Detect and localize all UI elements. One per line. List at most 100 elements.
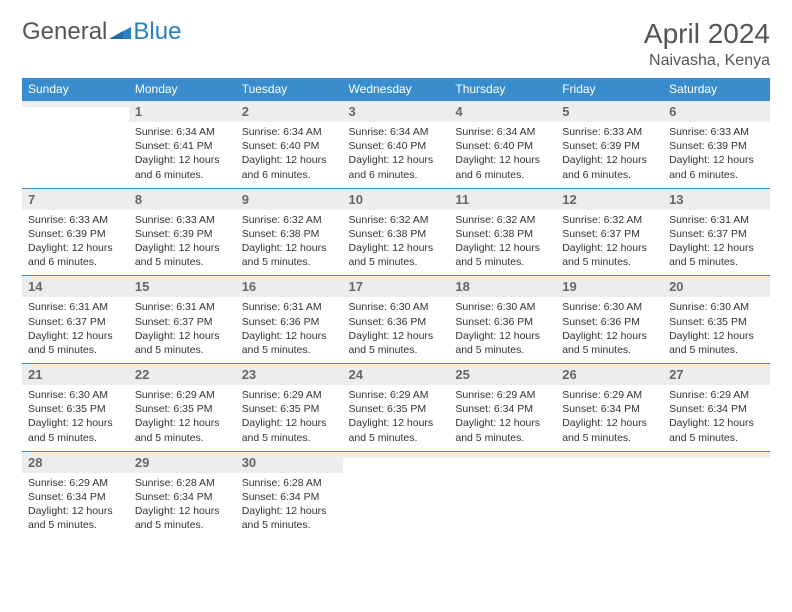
sunrise-text: Sunrise: 6:31 AM (28, 300, 123, 314)
day-number: 23 (236, 364, 343, 385)
sunrise-text: Sunrise: 6:29 AM (242, 388, 337, 402)
calendar-cell: 18Sunrise: 6:30 AMSunset: 6:36 PMDayligh… (449, 276, 556, 364)
sunrise-text: Sunrise: 6:30 AM (455, 300, 550, 314)
day-details: Sunrise: 6:32 AMSunset: 6:37 PMDaylight:… (556, 210, 663, 276)
logo-text-blue: Blue (133, 18, 181, 46)
daylight-text: Daylight: 12 hours and 6 minutes. (455, 153, 550, 181)
calendar-cell: 4Sunrise: 6:34 AMSunset: 6:40 PMDaylight… (449, 101, 556, 189)
day-details: Sunrise: 6:33 AMSunset: 6:39 PMDaylight:… (129, 210, 236, 276)
daylight-text: Daylight: 12 hours and 5 minutes. (242, 329, 337, 357)
header: General Blue April 2024 Naivasha, Kenya (22, 18, 770, 70)
calendar-cell: 15Sunrise: 6:31 AMSunset: 6:37 PMDayligh… (129, 276, 236, 364)
day-number (556, 452, 663, 458)
day-number: 15 (129, 276, 236, 297)
sunrise-text: Sunrise: 6:32 AM (562, 213, 657, 227)
daylight-text: Daylight: 12 hours and 5 minutes. (562, 416, 657, 444)
daylight-text: Daylight: 12 hours and 5 minutes. (349, 329, 444, 357)
calendar-table: Sunday Monday Tuesday Wednesday Thursday… (22, 78, 770, 538)
sunset-text: Sunset: 6:39 PM (669, 139, 764, 153)
day-number: 1 (129, 101, 236, 122)
sunset-text: Sunset: 6:38 PM (242, 227, 337, 241)
location-label: Naivasha, Kenya (644, 52, 770, 70)
calendar-cell: 23Sunrise: 6:29 AMSunset: 6:35 PMDayligh… (236, 364, 343, 452)
day-details: Sunrise: 6:29 AMSunset: 6:35 PMDaylight:… (343, 385, 450, 451)
day-details: Sunrise: 6:29 AMSunset: 6:34 PMDaylight:… (449, 385, 556, 451)
daylight-text: Daylight: 12 hours and 6 minutes. (669, 153, 764, 181)
day-details: Sunrise: 6:32 AMSunset: 6:38 PMDaylight:… (343, 210, 450, 276)
day-number (663, 452, 770, 458)
day-details: Sunrise: 6:30 AMSunset: 6:35 PMDaylight:… (663, 297, 770, 363)
daylight-text: Daylight: 12 hours and 5 minutes. (28, 416, 123, 444)
sunset-text: Sunset: 6:40 PM (349, 139, 444, 153)
sunrise-text: Sunrise: 6:30 AM (669, 300, 764, 314)
day-details: Sunrise: 6:31 AMSunset: 6:37 PMDaylight:… (22, 297, 129, 363)
calendar-week-row: 28Sunrise: 6:29 AMSunset: 6:34 PMDayligh… (22, 451, 770, 538)
calendar-cell: 8Sunrise: 6:33 AMSunset: 6:39 PMDaylight… (129, 188, 236, 276)
sunset-text: Sunset: 6:39 PM (562, 139, 657, 153)
day-number: 16 (236, 276, 343, 297)
calendar-cell (343, 451, 450, 538)
day-number (449, 452, 556, 458)
day-number: 17 (343, 276, 450, 297)
sunset-text: Sunset: 6:34 PM (455, 402, 550, 416)
day-details: Sunrise: 6:28 AMSunset: 6:34 PMDaylight:… (129, 473, 236, 539)
day-number: 20 (663, 276, 770, 297)
sunset-text: Sunset: 6:39 PM (135, 227, 230, 241)
daylight-text: Daylight: 12 hours and 5 minutes. (242, 504, 337, 532)
sunset-text: Sunset: 6:40 PM (242, 139, 337, 153)
sunrise-text: Sunrise: 6:33 AM (562, 125, 657, 139)
day-number: 27 (663, 364, 770, 385)
calendar-cell: 25Sunrise: 6:29 AMSunset: 6:34 PMDayligh… (449, 364, 556, 452)
daylight-text: Daylight: 12 hours and 6 minutes. (28, 241, 123, 269)
calendar-cell: 2Sunrise: 6:34 AMSunset: 6:40 PMDaylight… (236, 101, 343, 189)
calendar-cell: 29Sunrise: 6:28 AMSunset: 6:34 PMDayligh… (129, 451, 236, 538)
daylight-text: Daylight: 12 hours and 5 minutes. (28, 504, 123, 532)
day-details: Sunrise: 6:29 AMSunset: 6:34 PMDaylight:… (663, 385, 770, 451)
sunset-text: Sunset: 6:34 PM (242, 490, 337, 504)
day-number: 2 (236, 101, 343, 122)
day-details: Sunrise: 6:30 AMSunset: 6:36 PMDaylight:… (449, 297, 556, 363)
weekday-header: Friday (556, 78, 663, 101)
calendar-cell: 11Sunrise: 6:32 AMSunset: 6:38 PMDayligh… (449, 188, 556, 276)
weekday-header: Tuesday (236, 78, 343, 101)
daylight-text: Daylight: 12 hours and 5 minutes. (562, 329, 657, 357)
sunrise-text: Sunrise: 6:28 AM (242, 476, 337, 490)
day-details: Sunrise: 6:29 AMSunset: 6:34 PMDaylight:… (556, 385, 663, 451)
sunset-text: Sunset: 6:40 PM (455, 139, 550, 153)
day-number: 18 (449, 276, 556, 297)
day-number: 5 (556, 101, 663, 122)
day-details: Sunrise: 6:31 AMSunset: 6:36 PMDaylight:… (236, 297, 343, 363)
sunrise-text: Sunrise: 6:32 AM (455, 213, 550, 227)
sunset-text: Sunset: 6:34 PM (669, 402, 764, 416)
day-details: Sunrise: 6:34 AMSunset: 6:40 PMDaylight:… (449, 122, 556, 188)
sunset-text: Sunset: 6:35 PM (135, 402, 230, 416)
daylight-text: Daylight: 12 hours and 6 minutes. (562, 153, 657, 181)
logo: General Blue (22, 18, 181, 46)
day-number: 24 (343, 364, 450, 385)
sunset-text: Sunset: 6:35 PM (669, 315, 764, 329)
sunset-text: Sunset: 6:36 PM (242, 315, 337, 329)
daylight-text: Daylight: 12 hours and 5 minutes. (669, 329, 764, 357)
day-number: 30 (236, 452, 343, 473)
calendar-cell: 12Sunrise: 6:32 AMSunset: 6:37 PMDayligh… (556, 188, 663, 276)
day-details: Sunrise: 6:33 AMSunset: 6:39 PMDaylight:… (663, 122, 770, 188)
sunrise-text: Sunrise: 6:29 AM (135, 388, 230, 402)
calendar-cell (663, 451, 770, 538)
sunset-text: Sunset: 6:35 PM (28, 402, 123, 416)
day-number: 22 (129, 364, 236, 385)
sunset-text: Sunset: 6:36 PM (562, 315, 657, 329)
day-details: Sunrise: 6:28 AMSunset: 6:34 PMDaylight:… (236, 473, 343, 539)
day-details: Sunrise: 6:30 AMSunset: 6:36 PMDaylight:… (343, 297, 450, 363)
day-details: Sunrise: 6:29 AMSunset: 6:35 PMDaylight:… (236, 385, 343, 451)
sunset-text: Sunset: 6:37 PM (562, 227, 657, 241)
calendar-cell: 5 Sunrise: 6:33 AMSunset: 6:39 PMDaylight… (556, 101, 663, 189)
day-number: 19 (556, 276, 663, 297)
sunset-text: Sunset: 6:39 PM (28, 227, 123, 241)
calendar-cell: 7Sunrise: 6:33 AMSunset: 6:39 PMDaylight… (22, 188, 129, 276)
day-details: Sunrise: 6:30 AMSunset: 6:35 PMDaylight:… (22, 385, 129, 451)
sunrise-text: Sunrise: 6:29 AM (669, 388, 764, 402)
daylight-text: Daylight: 12 hours and 6 minutes. (349, 153, 444, 181)
sunrise-text: Sunrise: 6:31 AM (669, 213, 764, 227)
sunrise-text: Sunrise: 6:32 AM (349, 213, 444, 227)
calendar-cell: 21Sunrise: 6:30 AMSunset: 6:35 PMDayligh… (22, 364, 129, 452)
